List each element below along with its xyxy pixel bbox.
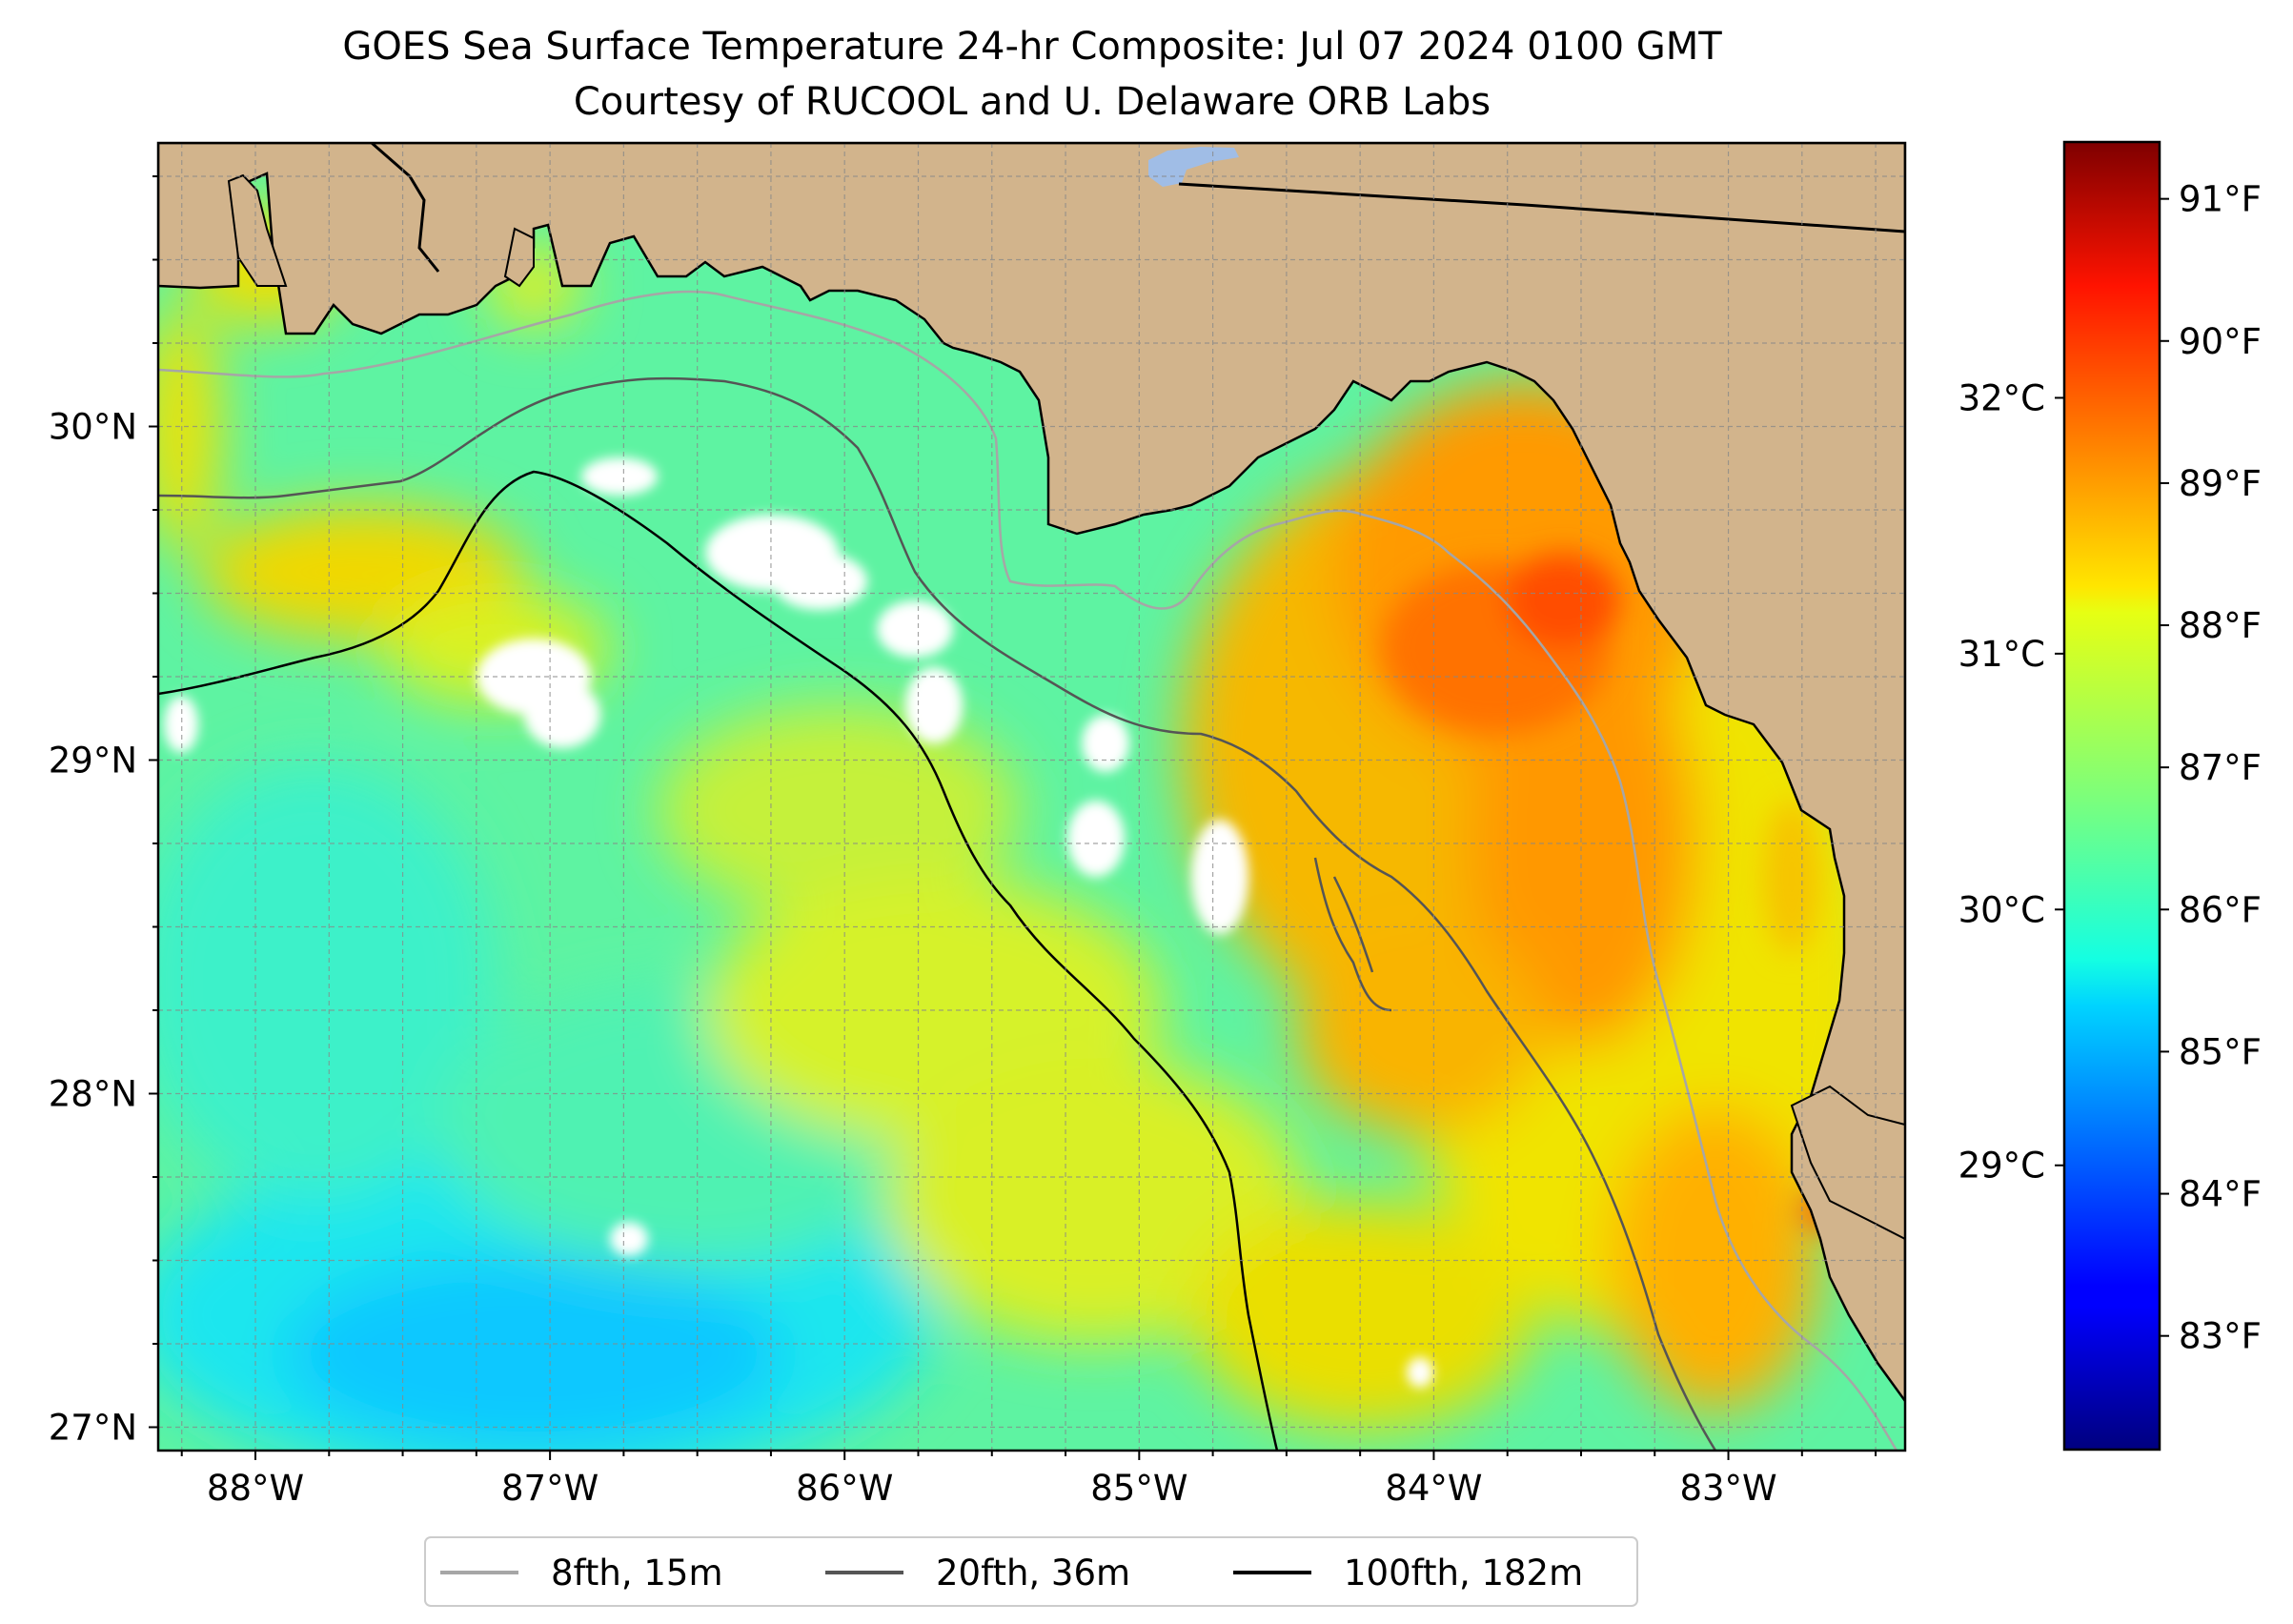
colorbar: 83°F 84°F 85°F 86°F 87°F 88°F 89°F 90°F 91°F 29°… [1958,140,2262,1451]
lon-tick-label: 84°W [1385,1468,1482,1509]
lon-tick-label: 86°W [796,1468,893,1509]
land [158,143,1905,1404]
colorbar-f-tick-label: 88°F [2179,605,2262,646]
colorbar-f-tick-label: 87°F [2179,747,2262,788]
isobath-8fth [158,290,1898,1451]
colorbar-celsius-ticks: 29°C 30°C 31°C 32°C [1958,377,2064,1187]
colorbar-c-tick-label: 30°C [1958,889,2045,930]
map-frame [156,141,1907,1452]
isobath-100fth [158,470,1279,1451]
colorbar-f-tick-label: 85°F [2179,1031,2262,1072]
colorbar-f-tick-label: 91°F [2179,179,2262,220]
gridlines [158,143,1905,1451]
lat-tick-label: 29°N [49,741,137,782]
sst-field [158,143,1905,1451]
legend: 8fth, 15m 20fth, 36m 100fth, 182m [424,1536,1638,1607]
legend-box [424,1536,1638,1607]
lon-tick-label: 88°W [207,1468,304,1509]
lon-tick-label: 83°W [1679,1468,1776,1509]
lat-tick-label: 30°N [49,407,137,448]
colorbar-c-tick-label: 29°C [1958,1146,2045,1187]
colorbar-f-tick-label: 84°F [2179,1174,2262,1215]
legend-label-100fth: 100fth, 182m [1344,1553,1583,1594]
colorbar-c-tick-label: 32°C [1958,377,2045,418]
colorbar-f-tick-label: 90°F [2179,321,2262,362]
state-border [1178,182,1905,233]
latitude-axis: 30°N 29°N 28°N 27°N [49,175,158,1449]
longitude-axis: 88°W 87°W 86°W 85°W 84°W 83°W [180,1451,1877,1509]
lon-tick-label: 85°W [1090,1468,1187,1509]
colorbar-f-tick-label: 83°F [2179,1316,2262,1357]
lat-tick-label: 28°N [49,1074,137,1115]
colorbar-f-tick-label: 86°F [2179,889,2262,930]
colorbar-c-tick-label: 31°C [1958,634,2045,675]
isobath-20fth [158,376,1717,1451]
colorbar-gradient [2062,140,2161,1451]
colorbar-fahrenheit-ticks: 83°F 84°F 85°F 86°F 87°F 88°F 89°F 90°F 91°F [2160,179,2262,1357]
colorbar-f-tick-label: 89°F [2179,463,2262,504]
figure-title: GOES Sea Surface Temperature 24-hr Compo… [342,25,1722,69]
sst-map [158,143,1905,1451]
lat-tick-label: 27°N [49,1408,137,1449]
legend-label-8fth: 8fth, 15m [551,1553,723,1594]
lon-tick-label: 87°W [501,1468,599,1509]
figure-subtitle: Courtesy of RUCOOL and U. Delaware ORB L… [574,80,1491,124]
legend-label-20fth: 20fth, 36m [936,1553,1130,1594]
nodata-patches [164,457,1433,1388]
